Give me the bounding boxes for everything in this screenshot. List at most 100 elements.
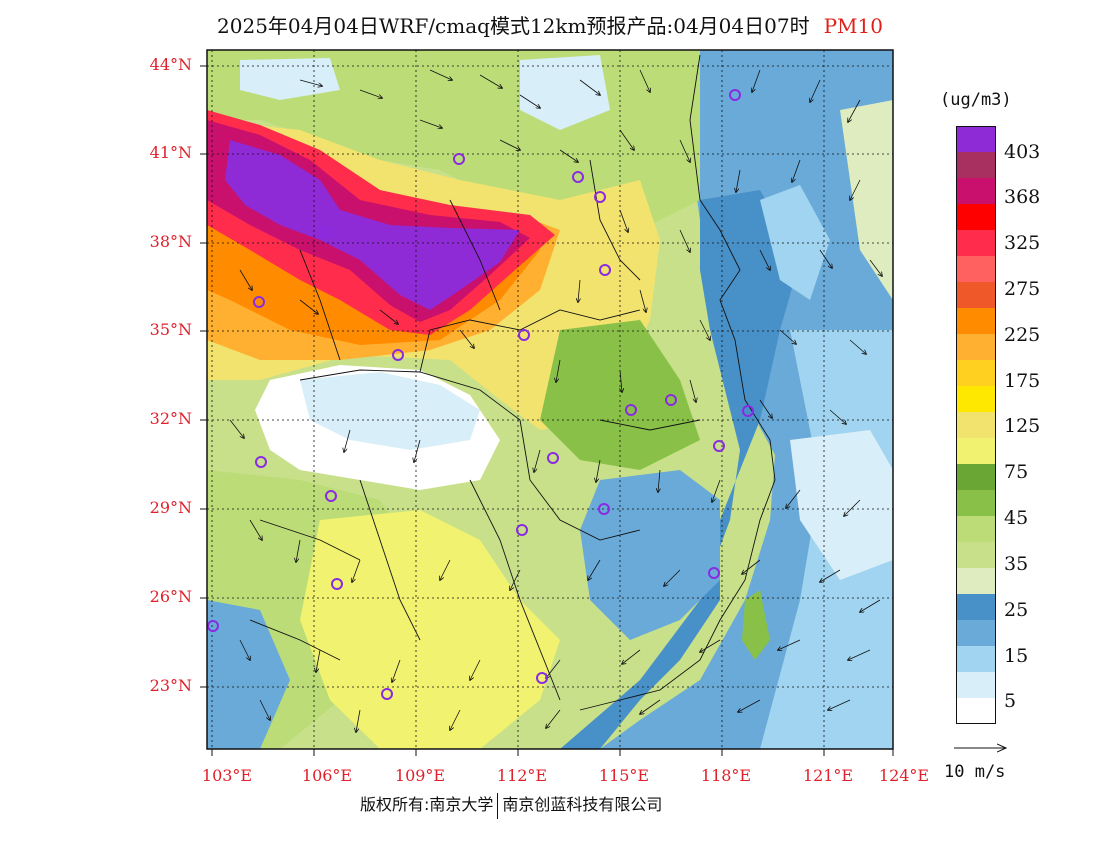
lon-label: 121°E — [802, 766, 854, 785]
station-marker — [625, 404, 637, 416]
lon-label: 106°E — [301, 766, 353, 785]
legend-label: 325 — [1004, 232, 1041, 254]
lat-label: 23°N — [149, 676, 192, 695]
sea-pale-patch — [840, 100, 893, 300]
southeast-blue-zone — [580, 470, 720, 640]
station-marker — [381, 688, 393, 700]
legend-swatch — [956, 620, 996, 647]
copyright-left: 版权所有:南京大学 — [360, 795, 494, 814]
title-main: 2025年04月04日WRF/cmaq模式12km预报产品:04月04日07时 — [217, 14, 810, 38]
purple-zone — [225, 140, 520, 310]
station-marker — [713, 440, 725, 452]
station-marker — [729, 89, 741, 101]
lat-label: 38°N — [149, 232, 192, 251]
station-marker — [325, 490, 337, 502]
map-title: 2025年04月04日WRF/cmaq模式12km预报产品:04月04日07时 P… — [0, 10, 1100, 39]
lon-label: 103°E — [201, 766, 253, 785]
legend-swatch — [956, 152, 996, 179]
legend-swatch — [956, 594, 996, 621]
legend-label: 403 — [1004, 141, 1041, 163]
title-variable: PM10 — [823, 14, 883, 38]
legend-label: 35 — [1004, 553, 1029, 575]
legend-swatch — [956, 256, 996, 283]
station-marker — [594, 191, 606, 203]
legend-label: 25 — [1004, 599, 1029, 621]
legend-swatch — [956, 178, 996, 205]
legend-swatch — [956, 126, 996, 153]
sea-dark-band — [560, 190, 800, 749]
ocean-white-patch-2 — [760, 185, 830, 300]
legend-label: 125 — [1004, 415, 1041, 437]
legend-swatch — [956, 516, 996, 543]
lon-label: 112°E — [496, 766, 548, 785]
legend-swatch — [956, 698, 996, 724]
wind-reference-arrow — [954, 738, 1012, 758]
legend-swatch — [956, 568, 996, 595]
station-marker — [547, 452, 559, 464]
lat-label: 32°N — [149, 409, 192, 428]
station-marker — [598, 503, 610, 515]
legend-label: 15 — [1004, 645, 1029, 667]
legend-unit: (ug/m3) — [940, 90, 1012, 110]
legend-swatch — [956, 334, 996, 361]
legend-swatch — [956, 386, 996, 413]
lat-label: 26°N — [149, 587, 192, 606]
legend-swatch — [956, 542, 996, 569]
legend-swatch — [956, 360, 996, 387]
graticule — [207, 50, 893, 749]
south-yellow-zone — [300, 510, 560, 749]
station-marker — [516, 524, 528, 536]
station-marker — [572, 171, 584, 183]
station-marker — [320, 226, 332, 238]
station-marker — [253, 296, 265, 308]
station-marker — [392, 349, 404, 361]
station-marker — [599, 264, 611, 276]
ocean-white-patch — [790, 430, 893, 580]
lon-label: 118°E — [700, 766, 752, 785]
lon-label: 109°E — [394, 766, 446, 785]
copyright-right: 南京创蓝科技有限公司 — [502, 795, 663, 814]
wind-reference-label: 10 m/s — [944, 762, 1006, 782]
station-marker — [453, 153, 465, 165]
legend-label: 175 — [1004, 370, 1041, 392]
station-marker — [665, 394, 677, 406]
legend-swatch — [956, 646, 996, 673]
legend-swatch — [956, 490, 996, 517]
station-markers — [207, 89, 754, 700]
basin-blue-zone — [300, 372, 480, 450]
legend-label: 45 — [1004, 507, 1029, 529]
legend-swatch — [956, 672, 996, 699]
legend-label: 368 — [1004, 186, 1041, 208]
taiwan — [742, 590, 770, 660]
legend-swatch — [956, 230, 996, 257]
lat-label: 29°N — [149, 498, 192, 517]
color-legend-bar — [956, 126, 996, 724]
axis-ticks — [200, 65, 894, 756]
lon-label: 124°E — [878, 766, 930, 785]
station-marker — [742, 405, 754, 417]
legend-swatch — [956, 204, 996, 231]
lat-label: 44°N — [149, 55, 192, 74]
station-marker — [255, 456, 267, 468]
station-marker — [536, 672, 548, 684]
legend-swatch — [956, 438, 996, 465]
legend-frame — [956, 126, 996, 724]
legend-swatch — [956, 412, 996, 439]
legend-label: 275 — [1004, 278, 1041, 300]
legend-label: 5 — [1004, 690, 1017, 712]
legend-swatch — [956, 282, 996, 309]
mongolia-blue-zone — [520, 55, 610, 130]
lat-label: 41°N — [149, 143, 192, 162]
province-boundaries — [249, 54, 776, 711]
legend-swatch — [956, 308, 996, 335]
yunnan-blue-zone — [207, 600, 290, 749]
station-marker — [207, 620, 219, 632]
legend-label: 225 — [1004, 324, 1041, 346]
map-frame — [206, 49, 894, 750]
legend-label: 75 — [1004, 461, 1029, 483]
copyright-separator — [497, 792, 499, 819]
legend-swatch — [956, 464, 996, 491]
lat-label: 35°N — [149, 320, 192, 339]
northwest-blue-zone — [240, 58, 340, 100]
